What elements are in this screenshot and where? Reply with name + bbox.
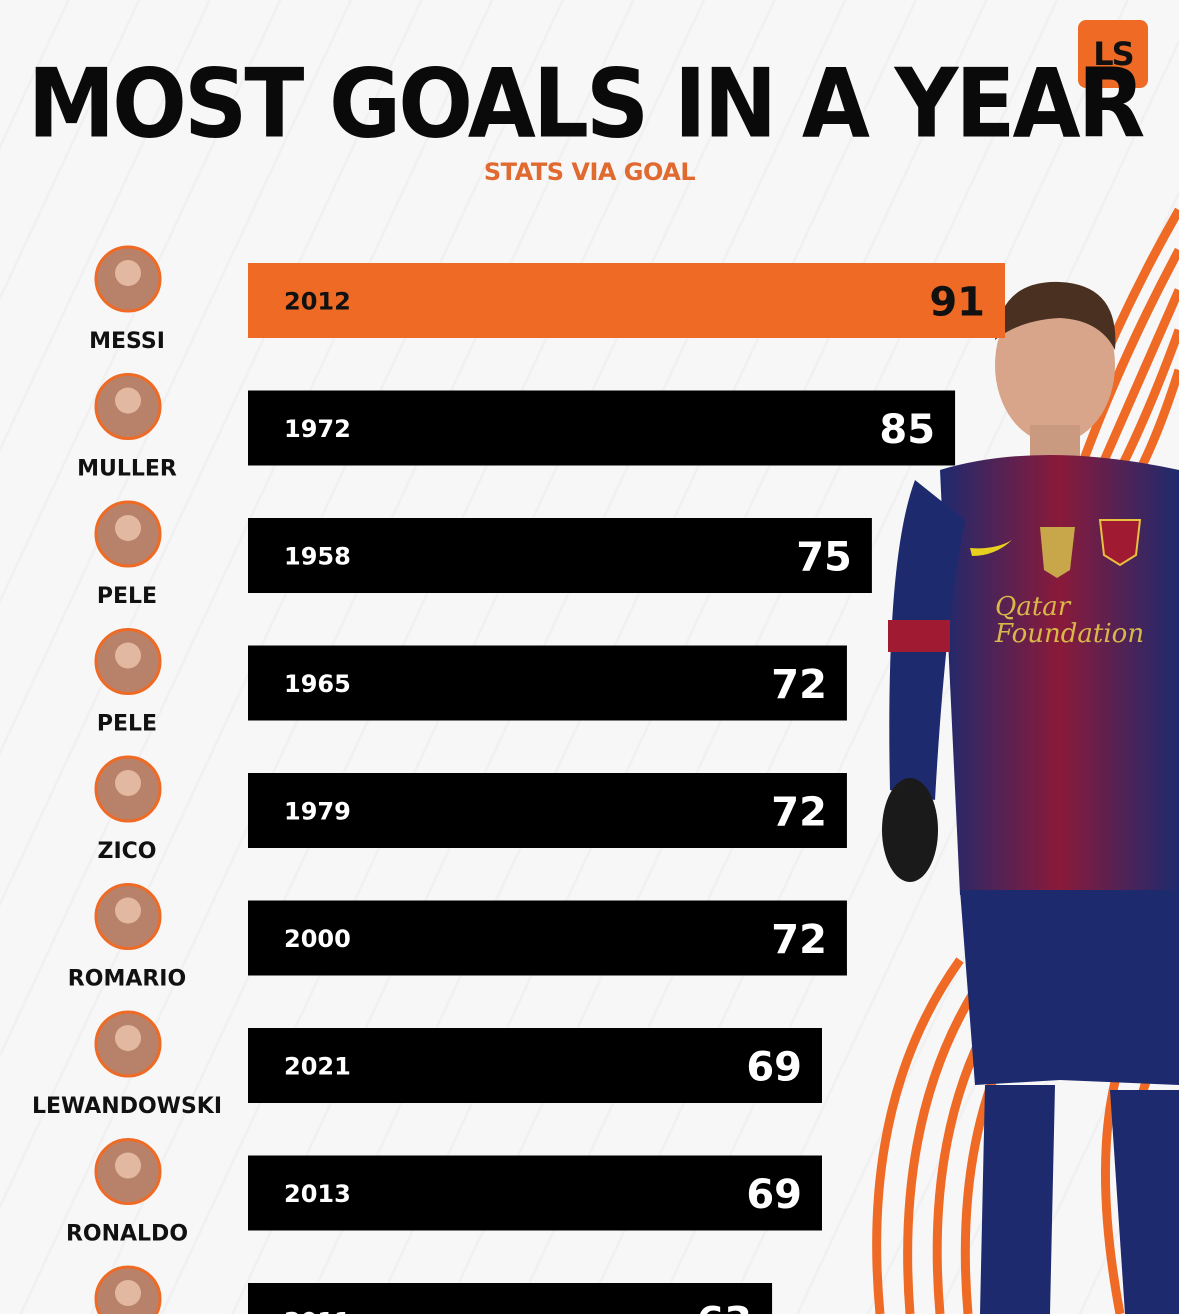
bar-year-label: 1965: [284, 670, 351, 698]
player-name-label: PELE: [97, 712, 157, 737]
bar-value-label: 72: [771, 662, 827, 708]
bar: [248, 1283, 773, 1314]
bar: [248, 263, 1005, 338]
ls-logo: LS: [1078, 20, 1148, 88]
player-name-label: MESSI: [89, 329, 165, 354]
player-name-label: ROMARIO: [68, 967, 186, 992]
bar-year-label: 2000: [284, 925, 351, 953]
bar-year-label: 2013: [284, 1180, 351, 1208]
bar-year-label: 2012: [284, 288, 351, 316]
player-avatar-face-icon: [115, 515, 141, 541]
bar-value-label: 91: [929, 280, 985, 326]
player-name-label: PELE: [97, 584, 157, 609]
player-avatar-face-icon: [115, 1280, 141, 1306]
player-avatar-face-icon: [115, 770, 141, 796]
bar-year-label: 1979: [284, 798, 351, 826]
player-avatar-face-icon: [115, 1025, 141, 1051]
bar-value-label: 69: [746, 1172, 802, 1218]
player-avatar-face-icon: [115, 642, 141, 669]
bar-value-label: 69: [746, 1045, 802, 1091]
bar-value-label: 85: [879, 407, 935, 453]
bar-year-label: 2011: [284, 1308, 351, 1314]
bar-year-label: 2021: [284, 1053, 351, 1081]
player-name-label: MULLER: [77, 457, 177, 482]
bar-value-label: 63: [696, 1300, 752, 1314]
svg-text:Foundation: Foundation: [994, 619, 1144, 649]
player-avatar-face-icon: [115, 260, 141, 286]
bar: [248, 900, 847, 976]
bar-year-label: 1958: [284, 543, 351, 571]
player-avatar-face-icon: [115, 387, 141, 414]
bar-value-label: 75: [796, 535, 852, 581]
player-name-label: LEWANDOWSKI: [32, 1094, 222, 1119]
bar: [248, 518, 872, 593]
bar: [248, 773, 847, 848]
bar: [248, 1155, 822, 1231]
bar-value-label: 72: [771, 790, 827, 836]
bar: [248, 1028, 822, 1103]
player-name-label: ZICO: [98, 839, 157, 864]
bar: [248, 645, 847, 721]
bar-value-label: 72: [771, 917, 827, 963]
page-title: MOST GOALS IN A YEAR: [27, 47, 1146, 160]
bar: [248, 390, 956, 466]
page-subtitle: STATS VIA GOAL: [483, 158, 696, 186]
player-avatar-face-icon: [115, 1152, 141, 1179]
bar-year-label: 1972: [284, 415, 351, 443]
player-avatar-face-icon: [115, 897, 141, 924]
player-name-label: RONALDO: [66, 1222, 188, 1247]
svg-text:Qatar: Qatar: [995, 592, 1072, 622]
